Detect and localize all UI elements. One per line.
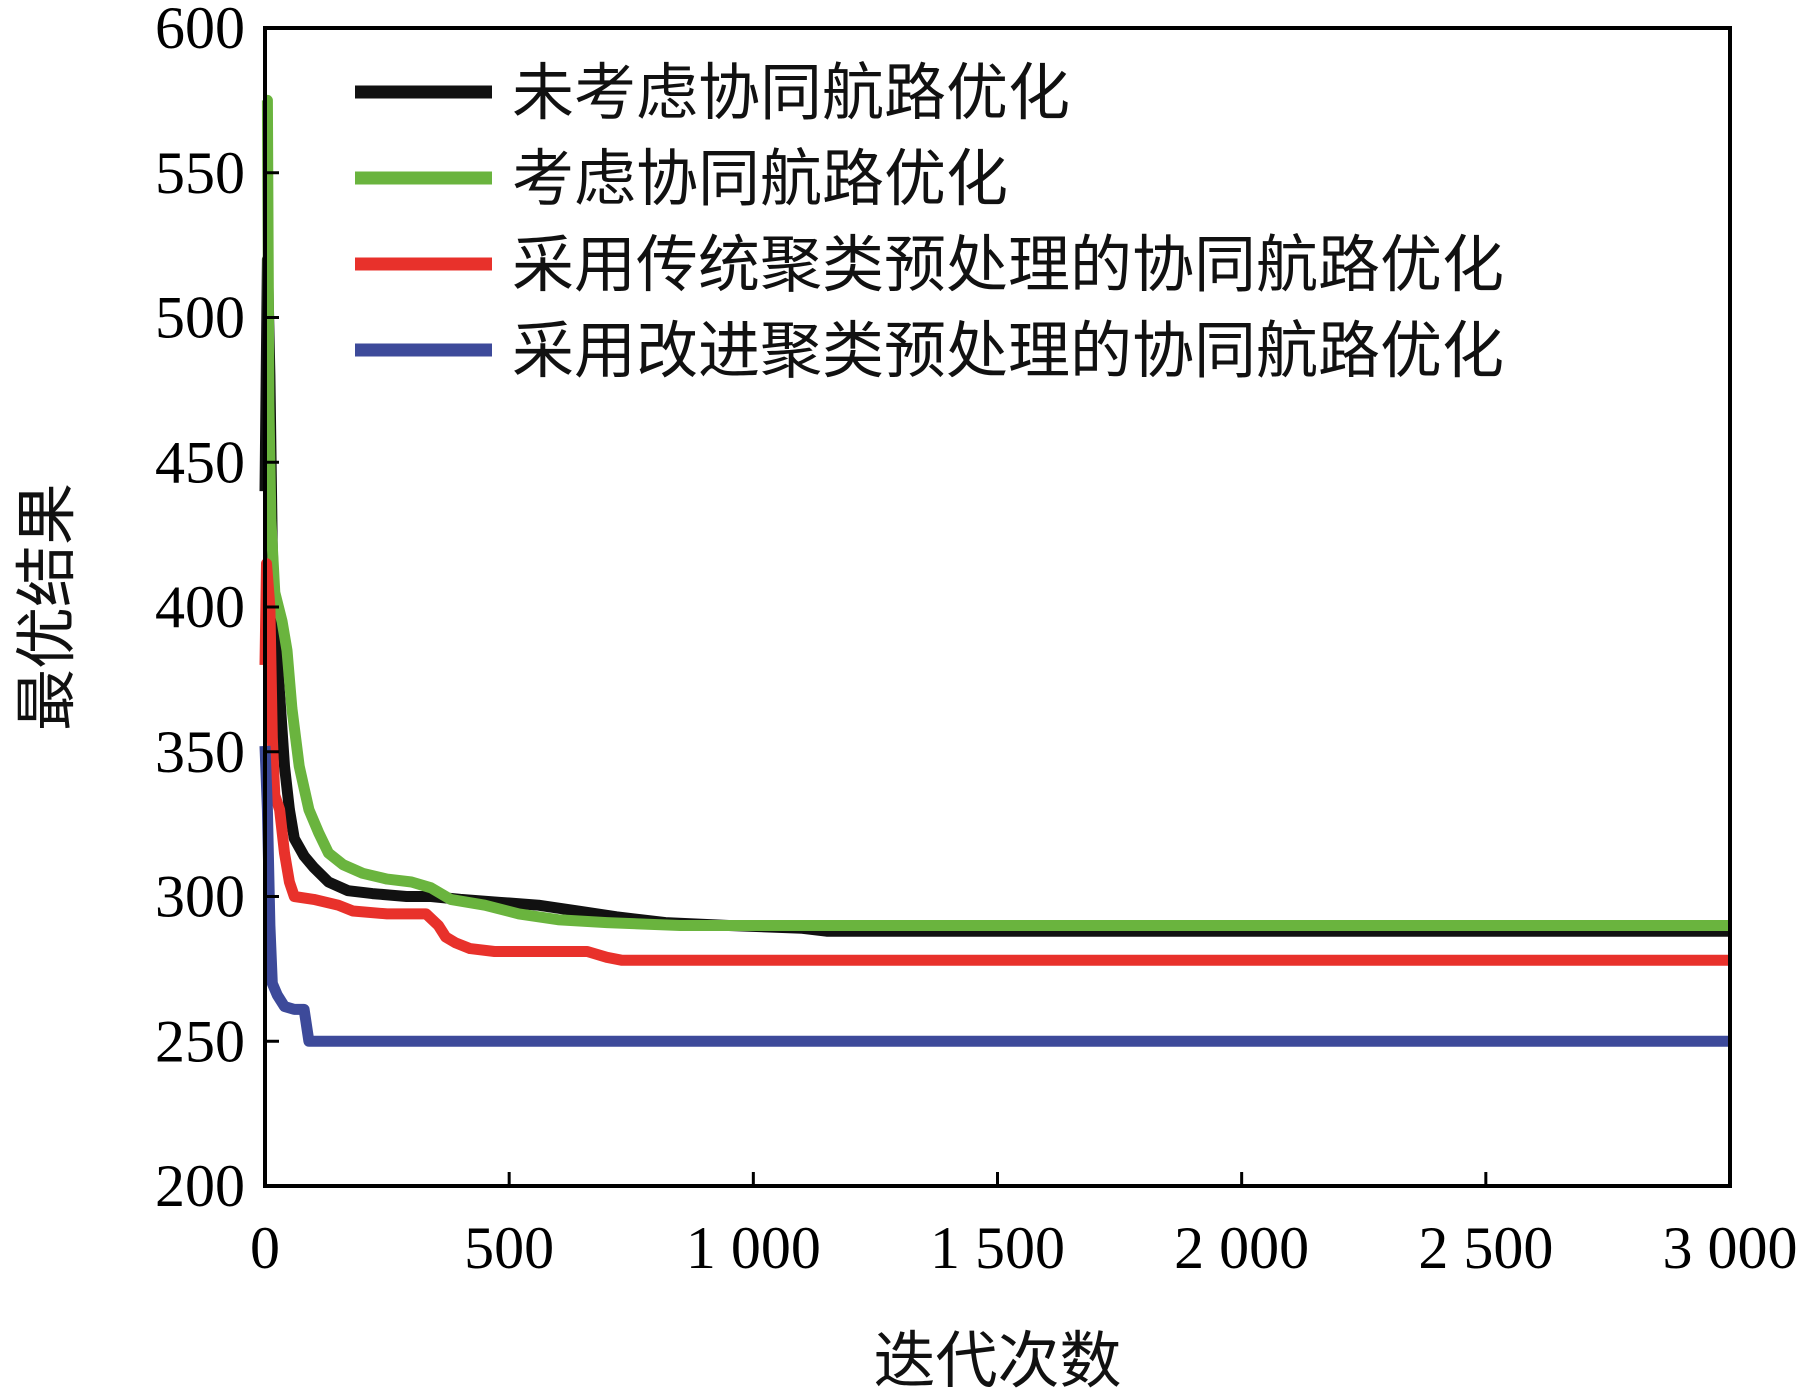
- series-line-2: [261, 94, 1730, 931]
- series-line-4: [259, 745, 1730, 1047]
- x-tick-label: 1 000: [686, 1215, 821, 1281]
- y-tick-label: 200: [155, 1153, 245, 1219]
- legend: 未考虑协同航路优化考虑协同航路优化采用传统聚类预处理的协同航路优化采用改进聚类预…: [355, 56, 1504, 387]
- x-tick-label: 2 000: [1174, 1215, 1309, 1281]
- y-tick-label: 600: [155, 0, 245, 61]
- plot-lines: [259, 94, 1730, 1047]
- x-tick-label: 0: [250, 1215, 280, 1281]
- y-tick-label: 550: [155, 140, 245, 206]
- x-tick-label: 3 000: [1663, 1215, 1798, 1281]
- y-tick-label: 300: [155, 864, 245, 930]
- x-tick-label: 2 500: [1418, 1215, 1553, 1281]
- y-tick-label: 250: [155, 1008, 245, 1074]
- y-axis-ticks: 200 250 300 350 400 450 500 550 600: [155, 0, 279, 1219]
- x-tick-label: 500: [464, 1215, 554, 1281]
- y-axis-title: 最优结果: [10, 483, 83, 731]
- x-tick-label: 1 500: [930, 1215, 1065, 1281]
- legend-label-4: 采用改进聚类预处理的协同航路优化: [512, 314, 1504, 387]
- y-tick-label: 350: [155, 719, 245, 785]
- y-tick-label: 500: [155, 285, 245, 351]
- series-line-3: [259, 558, 1730, 966]
- legend-label-3: 采用传统聚类预处理的协同航路优化: [512, 228, 1504, 301]
- x-axis-title: 迭代次数: [873, 1324, 1121, 1397]
- y-tick-label: 400: [155, 574, 245, 640]
- y-tick-label: 450: [155, 429, 245, 495]
- legend-label-2: 考虑协同航路优化: [512, 142, 1008, 215]
- legend-label-1: 未考虑协同航路优化: [512, 56, 1070, 129]
- x-axis-ticks: 0 500 1 000 1 500 2 000 2 500 3 000: [250, 1172, 1798, 1281]
